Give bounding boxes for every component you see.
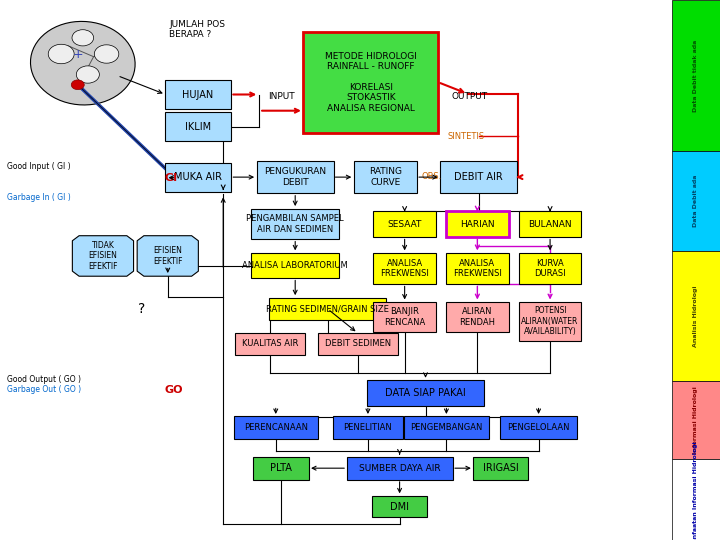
FancyBboxPatch shape <box>367 380 484 406</box>
Text: GI: GI <box>164 173 177 183</box>
Text: METODE HIDROLOGI
RAINFALL - RUNOFF

KORELASI
STOKASTIK
ANALISA REGIONAL: METODE HIDROLOGI RAINFALL - RUNOFF KOREL… <box>325 52 417 112</box>
FancyBboxPatch shape <box>473 457 528 480</box>
Text: OUTPUT: OUTPUT <box>451 92 487 100</box>
Text: JUMLAH POS
BERAPA ?: JUMLAH POS BERAPA ? <box>169 20 225 39</box>
Text: INPUT: INPUT <box>268 92 294 100</box>
Text: BULANAN: BULANAN <box>528 220 572 228</box>
Text: PLTA: PLTA <box>270 463 292 473</box>
Text: RATING
CURVE: RATING CURVE <box>369 167 402 187</box>
FancyBboxPatch shape <box>500 416 577 439</box>
Text: Analisis Hidrologi: Analisis Hidrologi <box>693 285 698 347</box>
Circle shape <box>94 45 119 63</box>
Text: Pemanfaatan Informasi Hidrologi: Pemanfaatan Informasi Hidrologi <box>693 441 698 540</box>
FancyBboxPatch shape <box>251 208 339 240</box>
Bar <box>672 0 720 151</box>
FancyBboxPatch shape <box>251 253 339 279</box>
FancyBboxPatch shape <box>374 253 436 284</box>
FancyBboxPatch shape <box>405 416 488 439</box>
Text: GO: GO <box>164 385 183 395</box>
Circle shape <box>48 44 74 64</box>
Text: Good Output ( GO ): Good Output ( GO ) <box>7 375 81 383</box>
FancyBboxPatch shape <box>441 161 518 193</box>
Text: SUMBER DAYA AIR: SUMBER DAYA AIR <box>359 464 441 472</box>
FancyBboxPatch shape <box>518 211 582 237</box>
Text: DEBIT SEDIMEN: DEBIT SEDIMEN <box>325 340 391 348</box>
FancyBboxPatch shape <box>304 31 438 133</box>
FancyBboxPatch shape <box>257 161 333 193</box>
FancyBboxPatch shape <box>347 457 453 480</box>
FancyBboxPatch shape <box>518 253 582 284</box>
Text: SESAAT: SESAAT <box>387 220 422 228</box>
Text: MUKA AIR: MUKA AIR <box>174 172 222 182</box>
Text: OBS.: OBS. <box>421 172 441 180</box>
FancyBboxPatch shape <box>446 253 508 284</box>
Text: Data Debit tidak ada: Data Debit tidak ada <box>693 39 698 112</box>
Text: ALIRAN
RENDAH: ALIRAN RENDAH <box>459 307 495 327</box>
FancyBboxPatch shape <box>253 457 309 480</box>
Text: PENGUKURAN
DEBIT: PENGUKURAN DEBIT <box>264 167 326 187</box>
FancyBboxPatch shape <box>354 161 416 193</box>
FancyBboxPatch shape <box>518 302 582 341</box>
Text: SINTETIS: SINTETIS <box>448 132 485 140</box>
Text: DMI: DMI <box>390 502 409 511</box>
FancyBboxPatch shape <box>374 301 436 333</box>
FancyBboxPatch shape <box>446 301 508 333</box>
Bar <box>672 251 720 381</box>
Bar <box>672 151 720 251</box>
Text: POTENSI
ALIRAN(WATER
AVAILABILITY): POTENSI ALIRAN(WATER AVAILABILITY) <box>521 306 579 336</box>
FancyBboxPatch shape <box>165 80 231 109</box>
FancyBboxPatch shape <box>165 112 231 141</box>
Text: IKLIM: IKLIM <box>185 122 211 132</box>
Ellipse shape <box>30 22 135 105</box>
Text: KURVA
DURASI: KURVA DURASI <box>534 259 566 278</box>
Text: PENGAMBILAN SAMPEL
AIR DAN SEDIMEN: PENGAMBILAN SAMPEL AIR DAN SEDIMEN <box>246 214 344 234</box>
FancyBboxPatch shape <box>165 163 231 192</box>
Text: ANALISA
FREKWENSI: ANALISA FREKWENSI <box>380 259 429 278</box>
Polygon shape <box>72 235 134 276</box>
Text: Garbage In ( GI ): Garbage In ( GI ) <box>7 193 71 201</box>
Text: PERENCANAAN: PERENCANAAN <box>244 423 307 432</box>
Text: Data Debit ada: Data Debit ada <box>693 175 698 227</box>
Text: ?: ? <box>138 302 145 316</box>
Text: KUALITAS AIR: KUALITAS AIR <box>242 340 298 348</box>
Text: Garbage Out ( GO ): Garbage Out ( GO ) <box>7 386 81 394</box>
FancyBboxPatch shape <box>233 416 318 439</box>
Circle shape <box>76 66 99 83</box>
Text: PENGELOLAAN: PENGELOLAAN <box>508 423 570 432</box>
Text: Informasi Hidrologi: Informasi Hidrologi <box>693 386 698 454</box>
FancyBboxPatch shape <box>372 496 428 517</box>
Bar <box>672 381 720 459</box>
Text: PENGEMBANGAN: PENGEMBANGAN <box>410 423 482 432</box>
FancyBboxPatch shape <box>235 333 305 355</box>
Text: DEBIT AIR: DEBIT AIR <box>454 172 503 182</box>
Text: BANJIR
RENCANA: BANJIR RENCANA <box>384 307 426 327</box>
Text: PENELITIAN: PENELITIAN <box>343 423 392 432</box>
Text: +: + <box>73 48 83 60</box>
Circle shape <box>71 80 84 90</box>
FancyBboxPatch shape <box>333 416 403 439</box>
Text: Good Input ( GI ): Good Input ( GI ) <box>7 162 71 171</box>
FancyBboxPatch shape <box>269 298 386 320</box>
Text: HUJAN: HUJAN <box>182 90 214 99</box>
Text: HARIAN: HARIAN <box>460 220 495 228</box>
FancyBboxPatch shape <box>374 211 436 237</box>
Text: TIDAK
EFISIEN
EFEKTIF: TIDAK EFISIEN EFEKTIF <box>89 241 117 271</box>
FancyBboxPatch shape <box>318 333 398 355</box>
Circle shape <box>72 30 94 46</box>
Text: IRIGASI: IRIGASI <box>482 463 518 473</box>
Text: ANALISA LABORATORIUM: ANALISA LABORATORIUM <box>243 261 348 270</box>
Polygon shape <box>137 235 199 276</box>
Text: DATA SIAP PAKAI: DATA SIAP PAKAI <box>385 388 466 398</box>
Text: RATING SEDIMEN/GRAIN SIZE: RATING SEDIMEN/GRAIN SIZE <box>266 305 389 313</box>
Text: ANALISA
FREKWENSI: ANALISA FREKWENSI <box>453 259 502 278</box>
FancyBboxPatch shape <box>446 211 508 237</box>
Bar <box>672 459 720 540</box>
Text: EFISIEN
EFEKTIF: EFISIEN EFEKTIF <box>153 246 182 266</box>
